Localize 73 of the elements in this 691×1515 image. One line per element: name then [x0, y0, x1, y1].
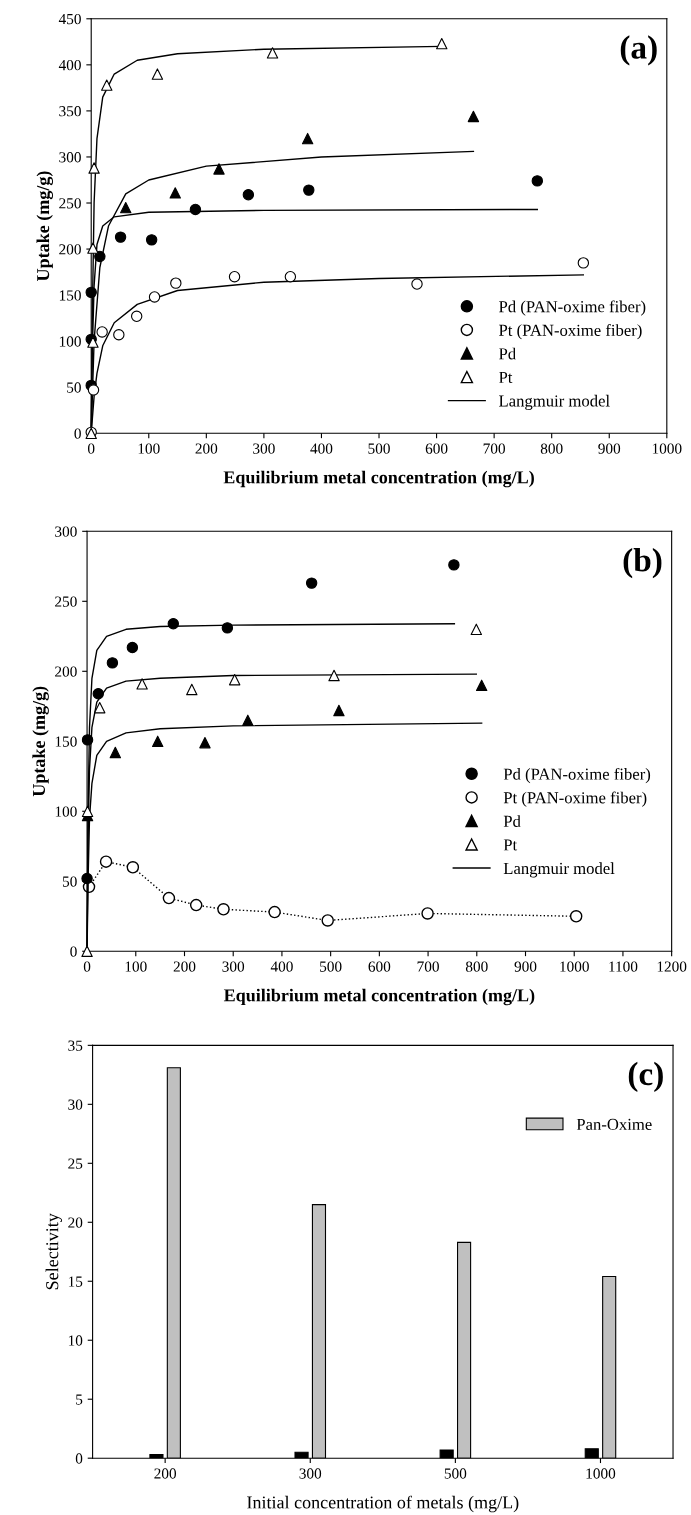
y-tick-label: 25	[68, 1158, 83, 1169]
x-tick-label: 200	[195, 443, 218, 454]
y-tick-label: 300	[55, 526, 77, 537]
y-tick-label: 100	[55, 806, 77, 817]
y-tick-label: 150	[59, 290, 81, 301]
y-axis-title: Selectivity	[45, 1213, 63, 1290]
legend-label: Langmuir model	[499, 394, 610, 410]
x-tick-label: 100	[138, 443, 160, 454]
y-tick-label: 15	[68, 1276, 83, 1287]
y-tick-label: 350	[59, 106, 81, 117]
x-tick-label: 700	[483, 443, 506, 454]
legend-label: Pd (PAN-oxime fiber)	[503, 767, 651, 784]
x-tick-label: 600	[368, 961, 391, 972]
y-tick-label: 10	[68, 1335, 83, 1346]
x-tick-label: 100	[125, 961, 147, 972]
legend-label: Pd (PAN-oxime fiber)	[499, 300, 646, 316]
y-tick-label: 250	[59, 198, 81, 209]
y-axis-title: Uptake (mg/g)	[32, 686, 49, 797]
y-tick-label: 20	[68, 1217, 83, 1228]
annotation: (b)	[623, 548, 662, 579]
x-tick-label: 300	[222, 961, 245, 972]
y-tick-label: 400	[58, 59, 81, 71]
x-tick-label: 1000	[652, 443, 682, 454]
x-tick-label: 700	[417, 961, 439, 972]
legend-label: Pt	[499, 371, 513, 384]
x-tick-label: 200	[154, 1468, 177, 1479]
x-tick-label: 500	[444, 1468, 467, 1479]
y-tick-label: 300	[59, 152, 81, 163]
legend-label: Pt (PAN-oxime fiber)	[499, 324, 642, 340]
x-tick-label: 1000	[586, 1468, 616, 1479]
annotation: (c)	[628, 1061, 663, 1093]
x-tick-label: 400	[310, 443, 333, 454]
y-tick-label: 250	[55, 596, 77, 607]
x-tick-label: 1100	[609, 961, 638, 972]
x-tick-label: 500	[320, 961, 342, 972]
x-tick-label: 400	[270, 961, 293, 972]
x-tick-label: 1200	[657, 961, 687, 972]
x-tick-label: 600	[425, 443, 448, 454]
x-axis-title: Equilibrium metal concentration (mg/L)	[223, 988, 535, 1006]
x-tick-label: 500	[368, 443, 390, 454]
y-tick-label: 150	[55, 736, 77, 747]
y-tick-label: 35	[68, 1040, 83, 1051]
legend-label: Pd	[503, 815, 521, 827]
x-tick-label: 1000	[560, 961, 589, 972]
y-tick-label: 50	[62, 876, 77, 887]
y-axis-title: Uptake (mg/g)	[36, 171, 54, 281]
x-tick-label: 900	[514, 961, 537, 972]
y-tick-label: 50	[67, 382, 81, 393]
x-tick-label: 900	[598, 443, 621, 454]
x-tick-label: 800	[540, 443, 563, 454]
x-tick-label: 800	[465, 961, 488, 972]
y-tick-label: 100	[59, 336, 81, 347]
x-tick-label: 200	[173, 961, 196, 972]
legend-label: Langmuir model	[503, 862, 615, 878]
y-tick-label: 5	[76, 1394, 83, 1405]
y-tick-label: 450	[58, 13, 81, 25]
x-tick-label: 0	[83, 961, 91, 972]
x-tick-label: 300	[253, 443, 275, 454]
x-tick-label: 300	[299, 1468, 322, 1479]
y-tick-label: 0	[75, 1453, 83, 1464]
x-axis-title: Initial concentration of metals (mg/L)	[247, 1495, 519, 1513]
x-tick-label: 0	[87, 443, 95, 454]
y-tick-label: 30	[68, 1099, 83, 1110]
x-axis-title: Equilibrium metal concentration (mg/L)	[223, 470, 534, 488]
y-tick-label: 0	[74, 428, 81, 439]
y-tick-label: 0	[70, 946, 77, 957]
y-tick-label: 200	[59, 244, 81, 255]
y-tick-label: 200	[55, 666, 77, 677]
legend-label: Pt	[503, 839, 518, 851]
legend-label: Pan-Oxime	[576, 1118, 652, 1130]
legend-label: Pt (PAN-oxime fiber)	[503, 791, 647, 807]
legend-label: Pd	[499, 347, 516, 360]
annotation: (a)	[620, 35, 657, 66]
